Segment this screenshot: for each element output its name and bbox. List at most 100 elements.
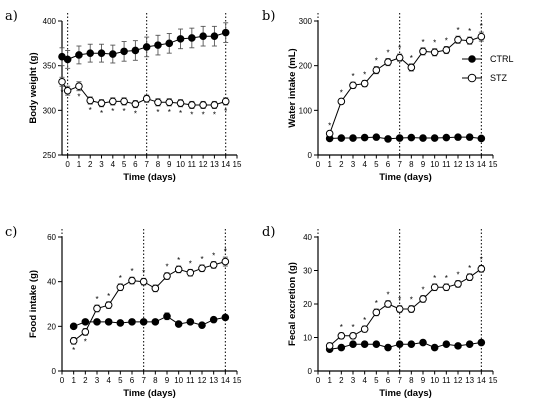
x-tick-label: 13	[465, 160, 474, 169]
data-point-stz	[199, 101, 207, 109]
significance-star: *	[375, 299, 378, 308]
data-point-ctrl	[69, 322, 78, 331]
x-tick-label: 1	[77, 160, 82, 169]
data-point-stz	[395, 305, 404, 313]
x-tick-label: 3	[99, 160, 104, 169]
x-tick-label: 14	[477, 160, 486, 169]
x-tick-label: 6	[386, 376, 391, 385]
significance-star: *	[84, 337, 87, 346]
data-point-stz	[210, 101, 219, 109]
x-tick-label: 15	[489, 160, 498, 169]
significance-star: *	[456, 26, 459, 35]
data-point-ctrl	[360, 340, 369, 349]
significance-star: *	[119, 274, 122, 283]
significance-star: *	[107, 292, 110, 301]
data-point-ctrl	[176, 35, 185, 43]
x-tick-label: 6	[386, 160, 391, 169]
y-tick-label: 0	[308, 151, 313, 160]
x-tick-label: 0	[316, 376, 321, 385]
data-point-stz	[63, 86, 72, 95]
x-tick-label: 2	[88, 160, 93, 169]
x-tick-label: 11	[442, 160, 451, 169]
data-point-stz	[221, 97, 230, 106]
x-tick-label: 4	[106, 376, 111, 385]
y-tick-label: 100	[299, 106, 313, 115]
y-tick-label: 60	[47, 233, 56, 242]
x-tick-label: 11	[442, 376, 451, 385]
x-tick-label: 8	[153, 376, 158, 385]
data-point-ctrl	[454, 133, 462, 141]
legend-marker-ctrl	[468, 55, 476, 63]
data-point-ctrl	[221, 28, 230, 37]
data-point-stz	[372, 66, 381, 74]
series-line-stz	[61, 81, 226, 106]
x-tick-label: 2	[83, 376, 88, 385]
legend-item-ctrl: CTRL	[462, 54, 514, 64]
significance-star: *	[224, 107, 227, 116]
legend-label-ctrl: CTRL	[490, 54, 514, 64]
x-axis-label: Time (days)	[123, 388, 176, 399]
significance-star: *	[165, 263, 168, 272]
data-point-ctrl	[430, 343, 439, 352]
x-tick-label: 13	[209, 376, 218, 385]
significance-star: *	[328, 121, 331, 130]
data-point-ctrl	[360, 133, 369, 142]
data-point-ctrl	[221, 313, 230, 322]
x-tick-label: 8	[409, 376, 414, 385]
y-tick-label: 400	[43, 17, 57, 26]
data-point-ctrl	[372, 133, 381, 141]
x-tick-label: 8	[409, 160, 414, 169]
data-point-ctrl	[163, 312, 171, 321]
data-point-stz	[120, 97, 128, 106]
x-tick-label: 4	[111, 160, 116, 169]
significance-star: *	[410, 296, 413, 305]
data-point-ctrl	[139, 318, 148, 326]
data-point-stz	[325, 129, 334, 138]
x-axis-label: Time (days)	[379, 172, 432, 183]
x-tick-label: 1	[327, 376, 332, 385]
data-point-ctrl	[442, 133, 451, 142]
significance-star: *	[200, 255, 203, 264]
y-axis-label: Water intake (mL)	[287, 48, 298, 127]
data-point-ctrl	[104, 318, 113, 326]
y-tick-label: 40	[303, 233, 312, 242]
data-point-ctrl	[395, 340, 404, 349]
x-tick-label: 1	[71, 376, 76, 385]
data-point-ctrl	[349, 340, 357, 349]
data-point-stz	[419, 47, 427, 56]
data-point-ctrl	[188, 34, 196, 42]
data-point-stz	[154, 98, 162, 107]
x-tick-label: 3	[95, 376, 100, 385]
data-point-ctrl	[477, 338, 486, 347]
x-tick-label: 10	[430, 376, 439, 385]
significance-star: *	[468, 27, 471, 36]
data-point-stz	[188, 101, 196, 109]
significance-star: *	[156, 108, 159, 117]
data-point-ctrl	[81, 318, 90, 326]
panel-tag: d)	[262, 225, 275, 240]
data-point-stz	[372, 308, 381, 317]
significance-star: *	[177, 256, 180, 265]
x-tick-label: 7	[144, 160, 149, 169]
data-point-stz	[142, 94, 151, 103]
x-tick-label: 9	[421, 160, 426, 169]
significance-star: *	[142, 268, 145, 277]
significance-star: *	[468, 264, 471, 273]
x-tick-label: 15	[233, 160, 242, 169]
significance-star: *	[60, 88, 63, 97]
data-point-stz	[430, 48, 439, 57]
data-point-stz	[477, 265, 486, 273]
data-point-ctrl	[454, 342, 462, 350]
data-point-ctrl	[407, 133, 416, 142]
significance-star: *	[111, 107, 114, 116]
significance-star: *	[340, 89, 343, 98]
x-tick-label: 5	[374, 376, 379, 385]
data-point-stz	[430, 283, 439, 292]
data-point-stz	[325, 342, 334, 350]
data-point-stz	[465, 273, 474, 282]
data-point-ctrl	[337, 343, 346, 352]
data-point-ctrl	[349, 134, 357, 142]
x-tick-label: 7	[397, 376, 402, 385]
x-tick-label: 12	[454, 160, 463, 169]
